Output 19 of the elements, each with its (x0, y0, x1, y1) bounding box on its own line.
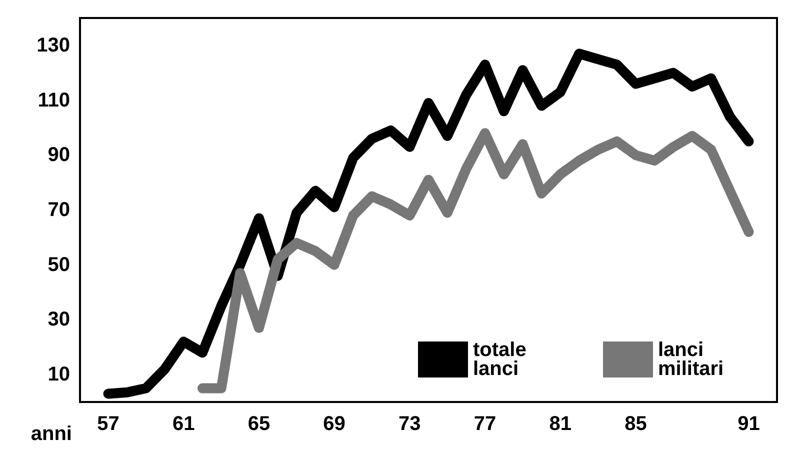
y-tick-label: 50 (48, 254, 70, 276)
y-tick-label: 110 (38, 89, 70, 112)
x-tick-label: 81 (549, 413, 572, 435)
legend-label: lanci militari (658, 339, 724, 380)
x-tick-label: 91 (738, 413, 760, 435)
x-tick-label: 61 (172, 413, 195, 435)
y-tick-label: 70 (48, 199, 70, 221)
y-tick-label: 10 (48, 364, 70, 386)
x-tick-label: 69 (323, 413, 346, 435)
x-tick-label: 57 (97, 413, 120, 435)
x-tick-label: 73 (398, 413, 421, 435)
y-tick-label: 30 (48, 308, 70, 331)
x-tick-label: 85 (624, 413, 647, 435)
legend-label: totale lanci (473, 339, 532, 380)
y-tick-label: 90 (48, 144, 70, 166)
x-tick-label: 65 (248, 413, 270, 435)
x-axis-title: anni (30, 423, 72, 445)
x-tick-label: 77 (474, 413, 496, 435)
y-tick-label: 130 (36, 34, 70, 56)
